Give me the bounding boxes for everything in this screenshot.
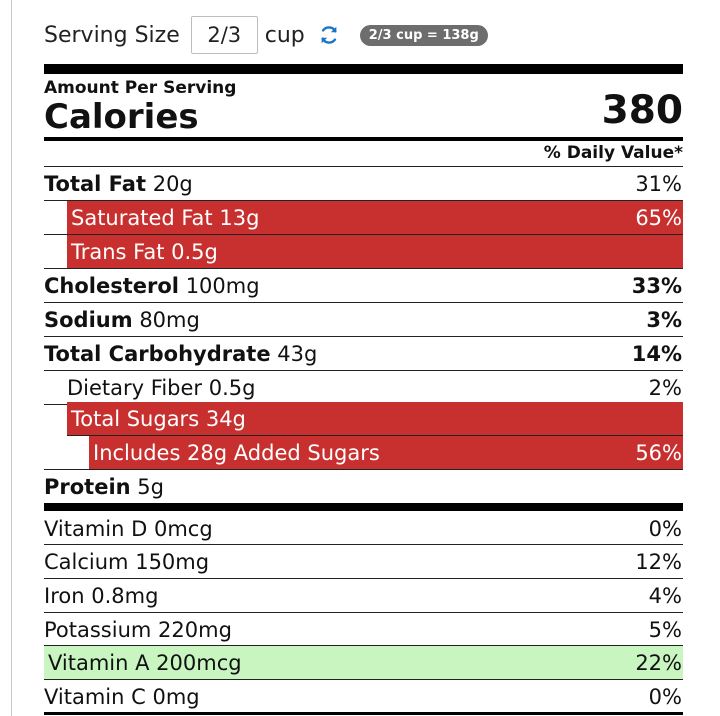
calories-divider (44, 137, 683, 141)
vitamin-dv: 4% (648, 583, 682, 608)
serving-quantity-input[interactable]: 2/3 (190, 16, 258, 54)
serving-size-label: Serving Size (44, 22, 180, 48)
vitamin-row-potassium: Potassium 220mg 5% (44, 613, 683, 646)
serving-weight-badge: 2/3 cup = 138g (359, 24, 488, 46)
nutrient-row-protein: Protein 5g (44, 470, 683, 503)
nutrient-name: Includes 28g Added Sugars (93, 440, 380, 465)
vitamin-row-iron: Iron 0.8mg 4% (44, 579, 683, 612)
nutrient-dv: 31% (635, 171, 682, 196)
nutrient-name: Protein (44, 474, 131, 499)
vitamin-dv: 5% (648, 617, 682, 642)
nutrient-row-dietary-fiber: Dietary Fiber 0.5g 2% (67, 371, 683, 404)
nutrient-row-total-fat: Total Fat 20g 31% (44, 167, 683, 200)
nutrient-row-cholesterol: Cholesterol 100mg 33% (44, 269, 683, 302)
refresh-icon[interactable] (317, 23, 341, 47)
vitamin-name: Calcium (44, 549, 129, 574)
nutrient-amount: 5g (137, 474, 164, 499)
vitamin-dv: 0% (648, 684, 682, 709)
vitamin-name: Vitamin A (48, 650, 150, 675)
vitamin-dv: 12% (635, 549, 682, 574)
nutrient-name: Total Fat (44, 171, 147, 196)
divider (44, 302, 683, 303)
divider (44, 578, 683, 579)
vitamin-name: Iron (44, 583, 85, 608)
nutrient-name: Cholesterol (44, 273, 179, 298)
nutrient-name: Saturated Fat (71, 205, 213, 230)
nutrient-dv: 56% (635, 440, 682, 465)
divider (44, 200, 683, 201)
vitamin-dv: 0% (648, 516, 682, 541)
vitamin-amount: 200mcg (156, 650, 242, 675)
serving-size-row: Serving Size 2/3 cup 2/3 cup = 138g (44, 14, 544, 56)
vitamin-amount: 220mg (158, 617, 232, 642)
nutrient-amount: 20g (152, 171, 193, 196)
serving-unit: cup (264, 22, 305, 48)
nutrient-name: Total Carbohydrate (44, 341, 271, 366)
divider (44, 268, 683, 269)
nutrient-name: Dietary Fiber (67, 375, 203, 400)
divider (44, 469, 683, 470)
daily-value-header: % Daily Value* (543, 143, 683, 163)
vitamin-amount: 0mcg (153, 516, 213, 541)
nutrient-amount: 80mg (139, 307, 200, 332)
vitamin-row-vitamin-d: Vitamin D 0mcg 0% (44, 512, 683, 545)
nutrient-name: Sodium (44, 307, 133, 332)
nutrient-amount: 43g (277, 341, 318, 366)
nutrient-row-trans-fat: Trans Fat 0.5g (67, 235, 683, 268)
nutrient-amount: 100mg (185, 273, 260, 298)
vitamin-row-vitamin-c: Vitamin C 0mg 0% (44, 680, 683, 713)
nutrient-dv: 33% (631, 273, 682, 298)
vitamin-amount: 150mg (135, 549, 210, 574)
nutrient-amount: 0.5g (171, 239, 218, 264)
nutrient-amount: 13g (219, 205, 260, 230)
nutrient-row-added-sugars: Includes 28g Added Sugars 56% (89, 436, 683, 469)
divider (44, 336, 683, 337)
vitamin-dv: 22% (635, 650, 682, 675)
label-frame (11, 0, 720, 716)
divider (44, 544, 683, 545)
divider (44, 645, 683, 646)
calories-label: Calories (44, 97, 199, 137)
nutrient-dv: 65% (635, 205, 682, 230)
nutrient-dv: 3% (646, 307, 682, 332)
divider (44, 612, 683, 613)
calories-value: 380 (601, 88, 683, 133)
nutrient-amount: 0.5g (208, 375, 256, 400)
nutrient-dv: 2% (648, 375, 682, 400)
nutrient-row-saturated-fat: Saturated Fat 13g 65% (67, 201, 683, 234)
divider (44, 234, 683, 235)
vitamin-name: Vitamin D (44, 516, 148, 541)
divider (44, 679, 683, 680)
nutrient-row-total-carbohydrate: Total Carbohydrate 43g 14% (44, 337, 683, 370)
bottom-divider (44, 712, 683, 715)
vitamin-amount: 0mg (152, 684, 200, 709)
divider (67, 435, 683, 436)
nutrient-row-total-sugars: Total Sugars 34g (67, 402, 683, 435)
nutrient-dv: 14% (631, 341, 682, 366)
vitamins-thick-divider (44, 503, 683, 511)
nutrient-name: Trans Fat (71, 239, 165, 264)
vitamin-name: Potassium (44, 617, 152, 642)
top-thick-divider (44, 64, 683, 74)
amount-per-serving: Amount Per Serving (44, 78, 237, 98)
vitamin-row-vitamin-a: Vitamin A 200mcg 22% (44, 646, 683, 679)
nutrient-name: Total Sugars (71, 406, 200, 431)
divider (44, 370, 683, 371)
vitamin-name: Vitamin C (44, 684, 146, 709)
divider (44, 166, 683, 167)
nutrient-row-sodium: Sodium 80mg 3% (44, 303, 683, 336)
vitamin-row-calcium: Calcium 150mg 12% (44, 545, 683, 578)
vitamin-amount: 0.8mg (91, 583, 159, 608)
nutrient-amount: 34g (205, 406, 246, 431)
